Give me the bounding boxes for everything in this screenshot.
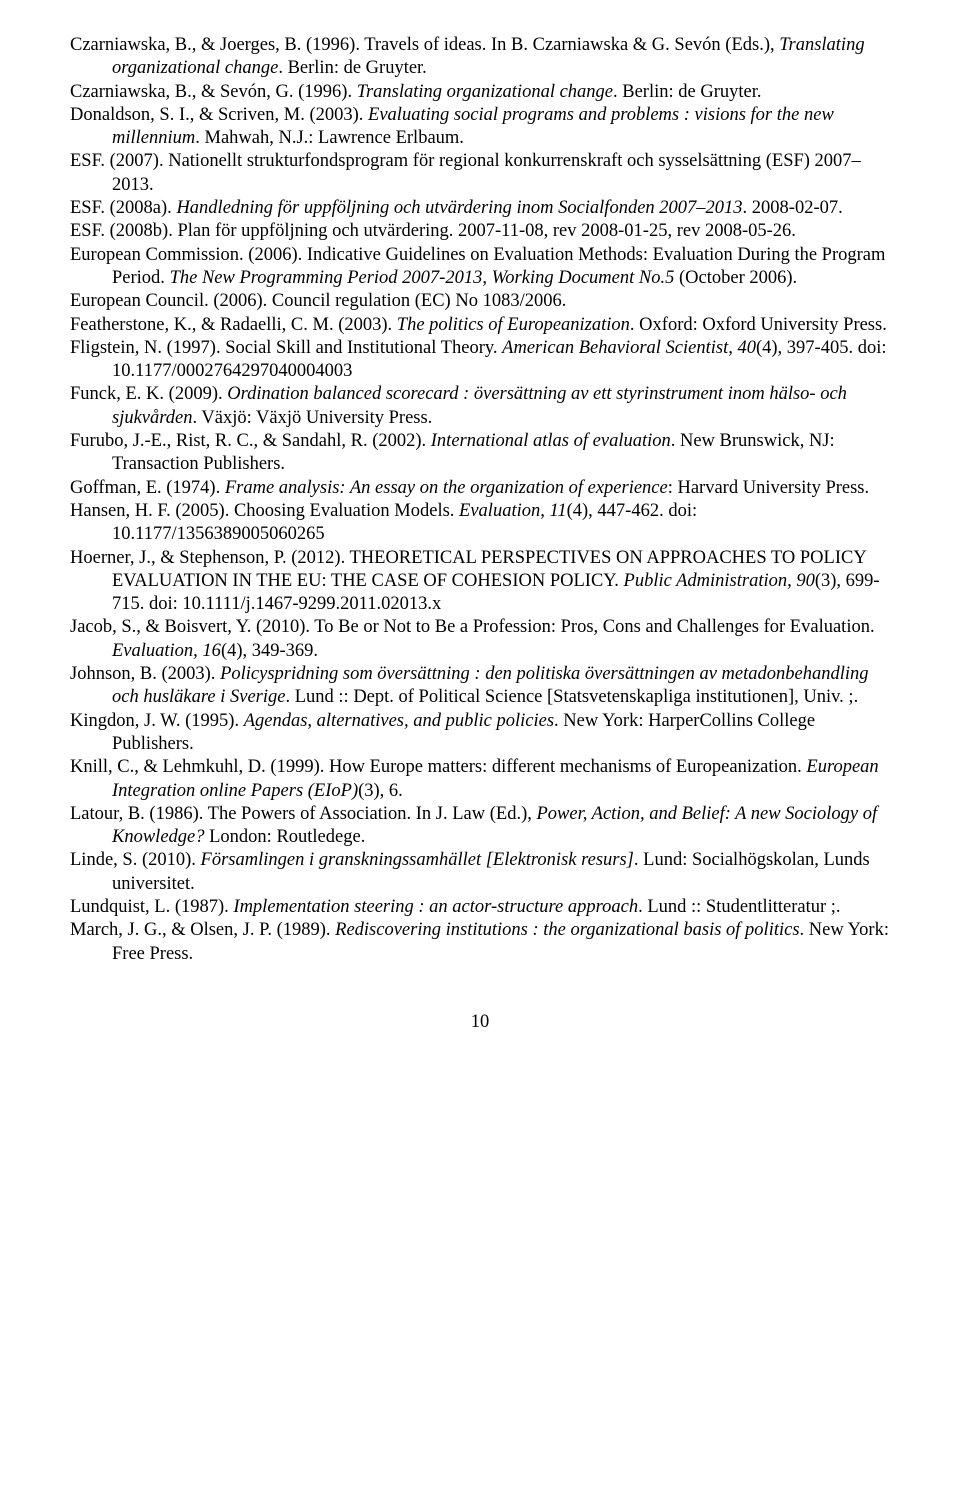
reference-entry: Hansen, H. F. (2005). Choosing Evaluatio… [70,500,890,547]
reference-entry: Kingdon, J. W. (1995). Agendas, alternat… [70,710,890,757]
reference-entry: Fligstein, N. (1997). Social Skill and I… [70,337,890,384]
reference-entry: ESF. (2008a). Handledning för uppföljnin… [70,197,890,220]
reference-entry: Furubo, J.-E., Rist, R. C., & Sandahl, R… [70,430,890,477]
page-number: 10 [70,1011,890,1034]
reference-entry: European Council. (2006). Council regula… [70,290,890,313]
reference-entry: March, J. G., & Olsen, J. P. (1989). Red… [70,919,890,966]
reference-entry: Czarniawska, B., & Joerges, B. (1996). T… [70,34,890,81]
reference-entry: Goffman, E. (1974). Frame analysis: An e… [70,477,890,500]
page-container: Czarniawska, B., & Joerges, B. (1996). T… [0,0,960,1084]
reference-entry: Hoerner, J., & Stephenson, P. (2012). TH… [70,547,890,617]
reference-entry: Funck, E. K. (2009). Ordination balanced… [70,383,890,430]
reference-list: Czarniawska, B., & Joerges, B. (1996). T… [70,34,890,966]
reference-entry: Johnson, B. (2003). Policyspridning som … [70,663,890,710]
reference-entry: Czarniawska, B., & Sevón, G. (1996). Tra… [70,81,890,104]
reference-entry: Donaldson, S. I., & Scriven, M. (2003). … [70,104,890,151]
reference-entry: ESF. (2008b). Plan för uppföljning och u… [70,220,890,243]
reference-entry: Jacob, S., & Boisvert, Y. (2010). To Be … [70,616,890,663]
reference-entry: European Commission. (2006). Indicative … [70,244,890,291]
reference-entry: Knill, C., & Lehmkuhl, D. (1999). How Eu… [70,756,890,803]
reference-entry: Lundquist, L. (1987). Implementation ste… [70,896,890,919]
reference-entry: Featherstone, K., & Radaelli, C. M. (200… [70,314,890,337]
reference-entry: ESF. (2007). Nationellt strukturfondspro… [70,150,890,197]
reference-entry: Linde, S. (2010). Församlingen i granskn… [70,849,890,896]
reference-entry: Latour, B. (1986). The Powers of Associa… [70,803,890,850]
